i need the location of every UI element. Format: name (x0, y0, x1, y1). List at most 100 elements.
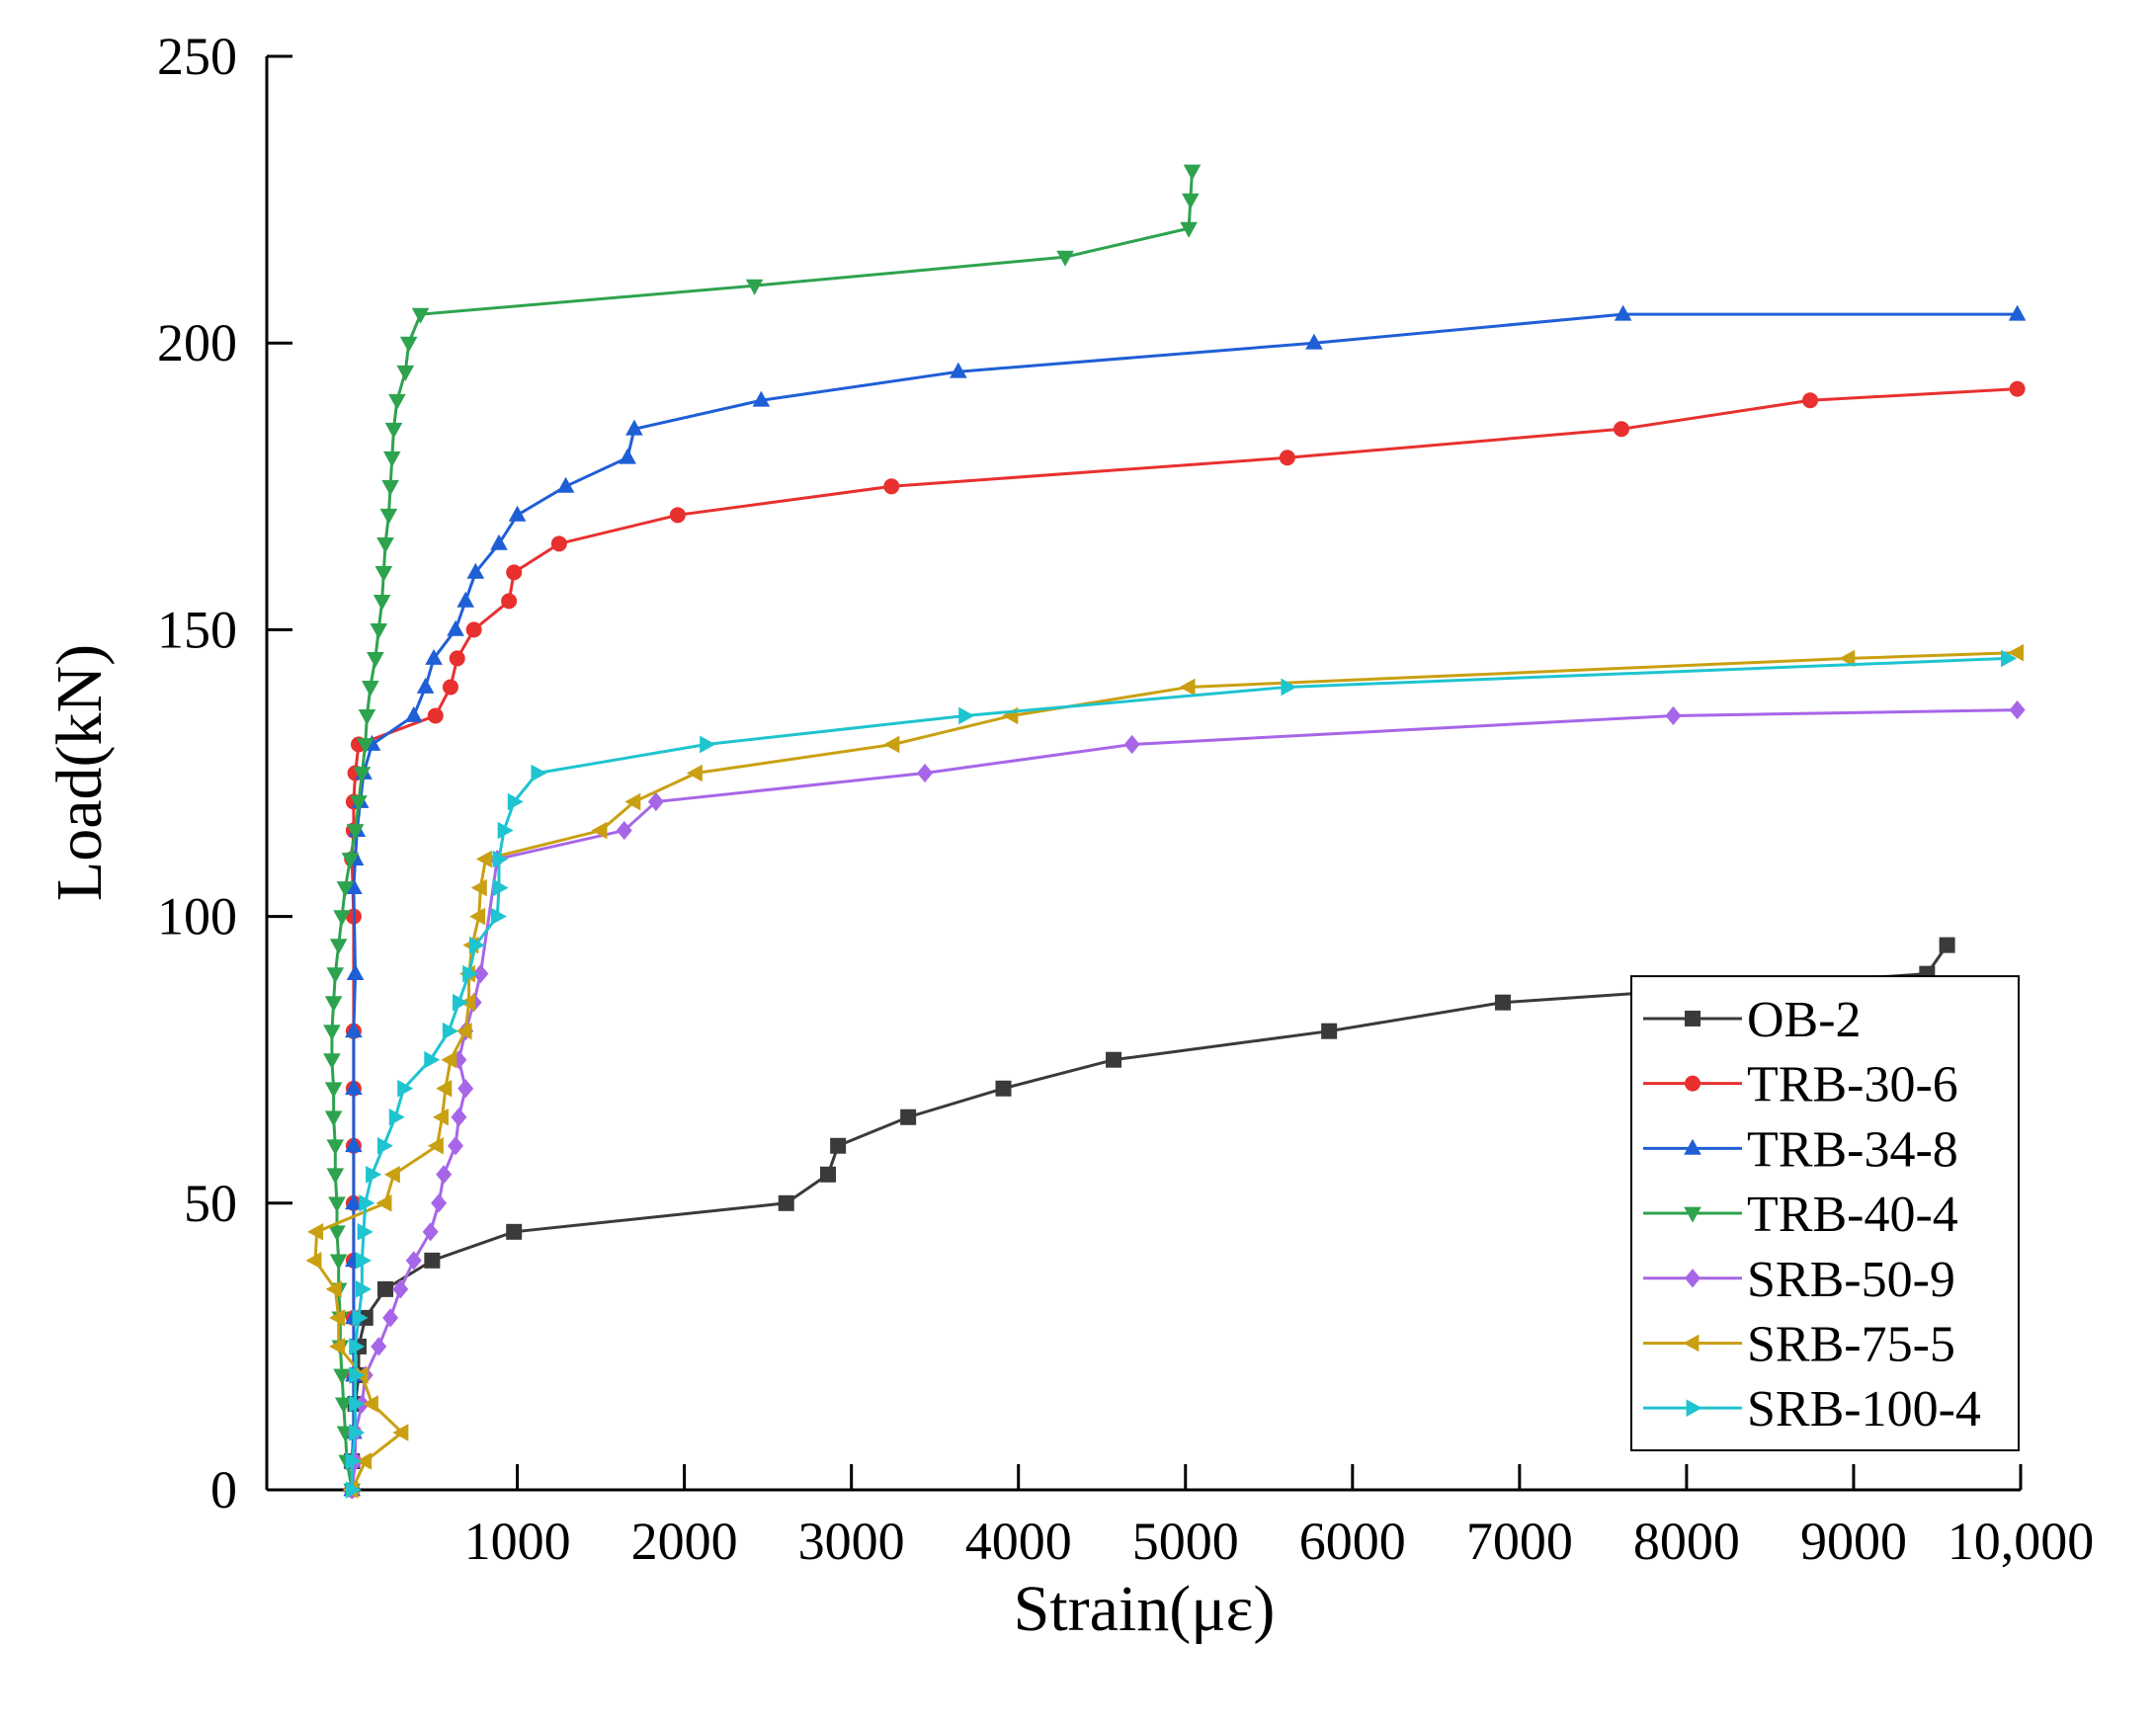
marker (405, 1251, 422, 1271)
marker (349, 1395, 366, 1413)
marker (358, 709, 376, 726)
legend-label: SRB-100-4 (1747, 1381, 1981, 1438)
marker (490, 907, 507, 926)
marker (353, 767, 372, 783)
marker (1321, 1023, 1338, 1039)
marker (427, 707, 444, 724)
marker (752, 390, 771, 407)
marker (1494, 994, 1511, 1011)
marker (745, 279, 764, 295)
legend-label: SRB-50-9 (1747, 1252, 1955, 1308)
marker (324, 1082, 343, 1099)
marker (328, 1196, 346, 1213)
marker (492, 878, 509, 897)
marker (470, 878, 487, 897)
marker (1684, 1206, 1701, 1223)
marker (1279, 450, 1295, 466)
y-tick-label: 250 (157, 27, 237, 86)
marker (341, 853, 360, 869)
marker (472, 964, 489, 984)
marker (1123, 734, 1140, 755)
marker (1684, 1138, 1701, 1155)
marker (442, 679, 458, 696)
marker (1686, 1399, 1702, 1417)
marker (334, 1397, 353, 1414)
marker (669, 507, 686, 524)
marker (350, 795, 368, 812)
marker (357, 1223, 373, 1241)
marker (457, 1079, 474, 1099)
marker (392, 1424, 409, 1441)
marker (900, 1109, 917, 1125)
marker (468, 936, 485, 954)
marker (830, 1137, 847, 1154)
marker (1685, 1075, 1700, 1092)
marker (466, 562, 485, 579)
marker (950, 362, 967, 378)
marker (367, 652, 384, 669)
marker (451, 1108, 467, 1127)
marker (323, 1025, 341, 1041)
x-tick-label: 7000 (1466, 1512, 1573, 1571)
marker (2009, 700, 2026, 720)
marker (324, 996, 343, 1013)
marker (382, 1308, 399, 1328)
x-tick-label: 2000 (631, 1512, 738, 1571)
marker (492, 850, 509, 868)
marker (362, 681, 379, 698)
marker (1183, 164, 1202, 181)
marker (1002, 706, 1019, 725)
marker (345, 877, 363, 894)
marker (686, 764, 703, 782)
marker (336, 881, 355, 898)
series-line (330, 170, 1195, 1491)
marker (778, 1194, 794, 1211)
marker (424, 1050, 441, 1069)
marker (392, 1279, 409, 1299)
marker (456, 1022, 472, 1040)
x-tick-label: 3000 (798, 1512, 905, 1571)
marker (442, 1022, 458, 1040)
marker (349, 1424, 366, 1441)
marker (328, 1225, 346, 1242)
marker (424, 1252, 441, 1269)
marker (1056, 250, 1074, 267)
marker (397, 1079, 414, 1098)
marker (345, 1481, 362, 1499)
marker (352, 1309, 369, 1327)
marker (1685, 1010, 1700, 1027)
marker (411, 307, 430, 324)
marker (1839, 649, 1856, 668)
marker (326, 1168, 345, 1185)
marker (449, 650, 465, 667)
marker (453, 993, 469, 1012)
marker (355, 1252, 372, 1270)
marker (388, 393, 406, 410)
legend-label: TRB-34-8 (1747, 1121, 1958, 1178)
x-axis-label: Strain(με) (1014, 1573, 1276, 1645)
marker (462, 964, 479, 983)
marker (2008, 643, 2025, 662)
legend-label: TRB-30-6 (1747, 1057, 1958, 1113)
marker (373, 594, 391, 611)
marker (1180, 221, 1198, 238)
marker (370, 623, 388, 639)
marker (345, 1136, 363, 1153)
marker (362, 1395, 378, 1413)
marker (883, 478, 900, 495)
marker (625, 419, 643, 436)
marker (1665, 705, 1682, 726)
marker (399, 336, 418, 353)
marker (329, 1338, 346, 1355)
marker (436, 1079, 453, 1098)
marker (374, 565, 393, 582)
marker (1613, 421, 1629, 438)
marker (396, 365, 415, 381)
marker (376, 536, 394, 553)
marker (345, 1193, 363, 1210)
marker (324, 1110, 343, 1127)
marker (700, 735, 716, 754)
marker (616, 820, 632, 841)
marker (329, 1254, 348, 1271)
marker (1685, 1269, 1700, 1288)
